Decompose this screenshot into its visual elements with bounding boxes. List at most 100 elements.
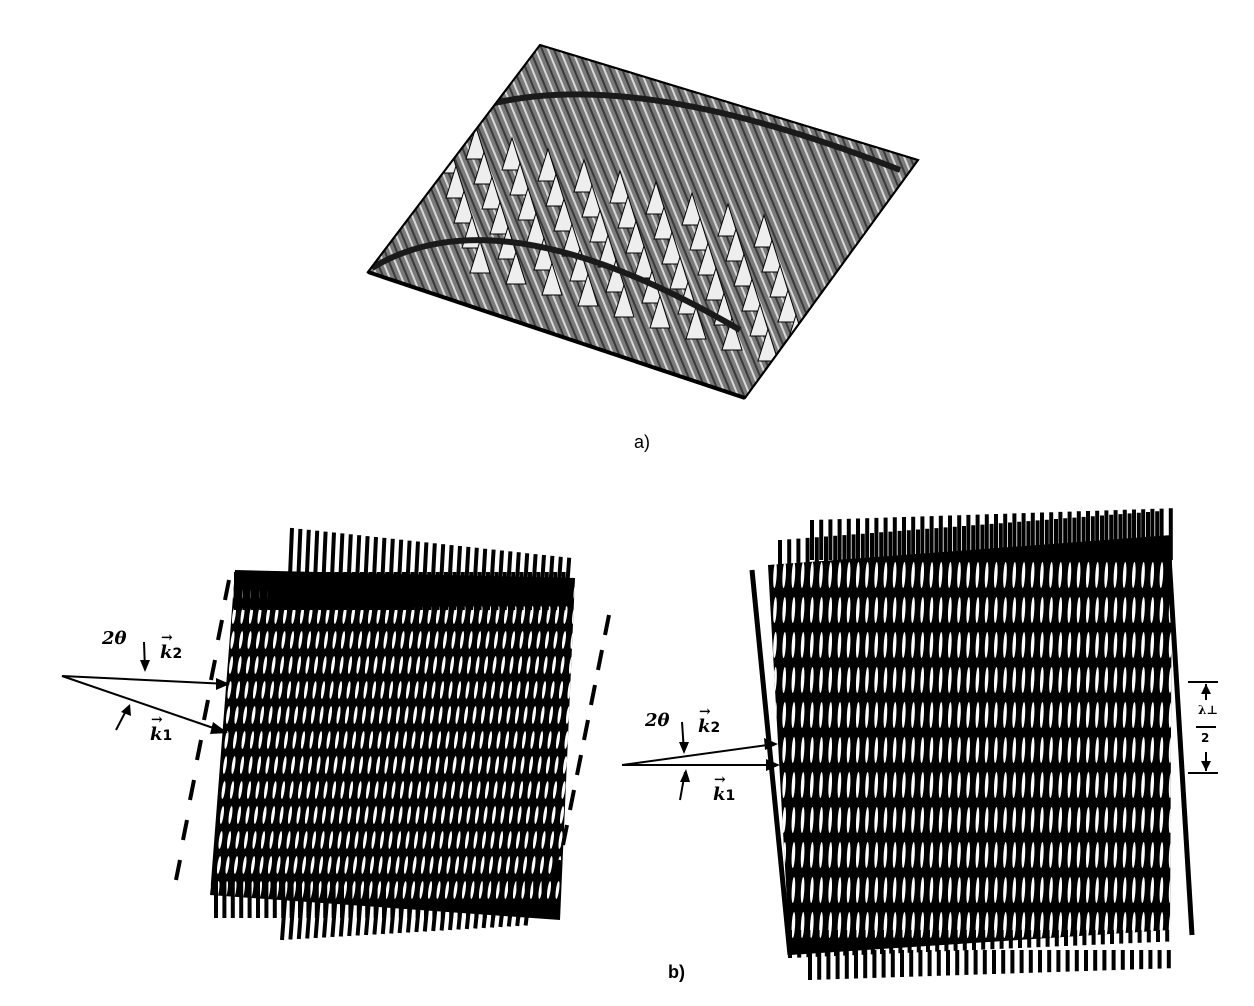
right-fringe-mark — [1003, 632, 1007, 658]
right-fringe-mark — [1104, 842, 1109, 868]
left-fringe-mark — [286, 681, 292, 699]
right-fringe-mark — [773, 702, 777, 728]
right-fringe-mark — [1030, 912, 1035, 938]
left-fringe-mark — [550, 681, 555, 699]
right-fringe-mark — [1141, 667, 1145, 693]
left-fringe-mark — [525, 806, 531, 824]
right-fringe-mark — [828, 667, 833, 693]
left-fringe-mark — [484, 781, 490, 799]
surface-hatch-line — [863, 45, 918, 398]
right-fringe-mark — [837, 912, 842, 938]
left-fringe-mark — [355, 806, 361, 824]
left-fringe-mark — [341, 756, 347, 774]
right-fringe-mark — [883, 562, 888, 588]
left-fringe-mark — [202, 806, 208, 824]
right-fringe-mark — [1021, 807, 1026, 833]
left-fringe-mark — [381, 656, 387, 674]
surface-hatch-line — [150, 30, 310, 420]
right-k2-label: → k2 — [698, 704, 720, 737]
left-fringe-mark — [364, 656, 370, 674]
right-fringe-mark — [1049, 702, 1053, 728]
right-fringe-mark — [1122, 737, 1127, 763]
surface-hatch-line — [1050, 30, 1210, 420]
left-fringe-mark — [315, 631, 320, 649]
right-fringe-mark — [819, 877, 823, 903]
surface-hatch-line — [1044, 30, 1204, 420]
right-fringe-mark — [837, 632, 842, 658]
left-side-stripe — [202, 699, 210, 721]
left-fringe-mark — [286, 831, 291, 849]
right-fringe-mark — [1049, 877, 1053, 903]
right-fringe-mark — [947, 772, 952, 798]
right-fringe-mark — [984, 667, 989, 693]
right-fringe-mark — [920, 702, 925, 728]
left-fringe-mark — [376, 606, 381, 624]
left-fringe-mark — [429, 706, 435, 724]
left-fringe-mark — [428, 731, 433, 749]
left-fringe-mark — [259, 706, 265, 724]
right-fringe-mark — [993, 807, 998, 833]
left-fringe-mark — [248, 606, 254, 624]
left-fringe-mark — [422, 681, 428, 699]
surface-hatch-line — [12, 30, 172, 420]
left-fringe-mark — [220, 656, 225, 674]
surface-hatch-line — [1086, 30, 1246, 420]
left-fringe-mark — [470, 881, 475, 899]
left-fringe-mark — [237, 656, 242, 674]
right-fringe-mark — [865, 597, 869, 623]
left-edge-stripe-top — [354, 535, 362, 601]
right-fringe-mark — [1085, 562, 1090, 588]
left-fringe-mark — [512, 881, 518, 899]
surface-peak — [589, 208, 611, 243]
right-fringe-mark — [975, 632, 980, 658]
right-fringe-mark — [1131, 737, 1136, 763]
left-fringe-mark — [408, 781, 413, 799]
right-fringe-mark — [1150, 877, 1155, 903]
surface-hatch-line — [851, 45, 918, 398]
left-edge-stripe-top — [547, 555, 555, 601]
right-fringe-mark — [993, 667, 998, 693]
right-fringe-mark — [791, 597, 796, 623]
left-fringe-mark — [412, 706, 418, 724]
left-fringe-mark — [233, 856, 239, 874]
left-fringe-mark — [339, 656, 344, 674]
left-fringe-mark — [405, 681, 411, 699]
right-fringe-mark — [901, 597, 906, 623]
left-fringe-mark — [192, 831, 198, 849]
right-fringe-mark — [1012, 562, 1017, 588]
right-fringe-mark — [855, 807, 860, 833]
right-fringe-mark — [1012, 702, 1017, 728]
panel-b-label: b) — [668, 962, 685, 982]
surface-peak — [605, 258, 627, 293]
left-fringe-mark — [493, 781, 498, 799]
surface-hatch-line — [132, 30, 292, 420]
right-fringe-mark — [1113, 597, 1118, 623]
surface-hatch-line — [869, 45, 918, 398]
left-fringe-mark — [287, 806, 293, 824]
left-fringe-mark — [294, 831, 300, 849]
left-fringe-mark — [514, 856, 519, 874]
right-fringe-mark — [901, 842, 906, 868]
surface-hatch-line — [1098, 30, 1254, 420]
left-fringe-mark — [201, 831, 207, 849]
left-fringe-mark — [352, 856, 358, 874]
left-fringe-mark — [255, 631, 261, 649]
surface-hatch-line — [911, 45, 918, 398]
left-fringe-mark — [293, 856, 298, 874]
left-fringe-mark — [540, 706, 545, 724]
right-fringe-mark — [1131, 562, 1136, 588]
left-edge-stripe-top — [539, 554, 546, 601]
right-fringe-mark — [901, 737, 906, 763]
right-fringe-mark — [782, 562, 787, 588]
left-fringe-mark — [460, 756, 466, 774]
surface-hatch-line — [966, 30, 1126, 420]
right-fringe-mark — [892, 597, 897, 623]
right-fringe-mark — [1021, 772, 1026, 798]
left-fringe-mark — [329, 681, 334, 699]
right-fringe-mark — [1141, 632, 1145, 658]
right-fringe-mark — [828, 772, 833, 798]
left-fringe-mark — [310, 856, 315, 874]
left-fringe-mark — [426, 756, 432, 774]
left-edge-stripe-top — [329, 532, 336, 601]
left-fringe-mark — [449, 806, 454, 824]
